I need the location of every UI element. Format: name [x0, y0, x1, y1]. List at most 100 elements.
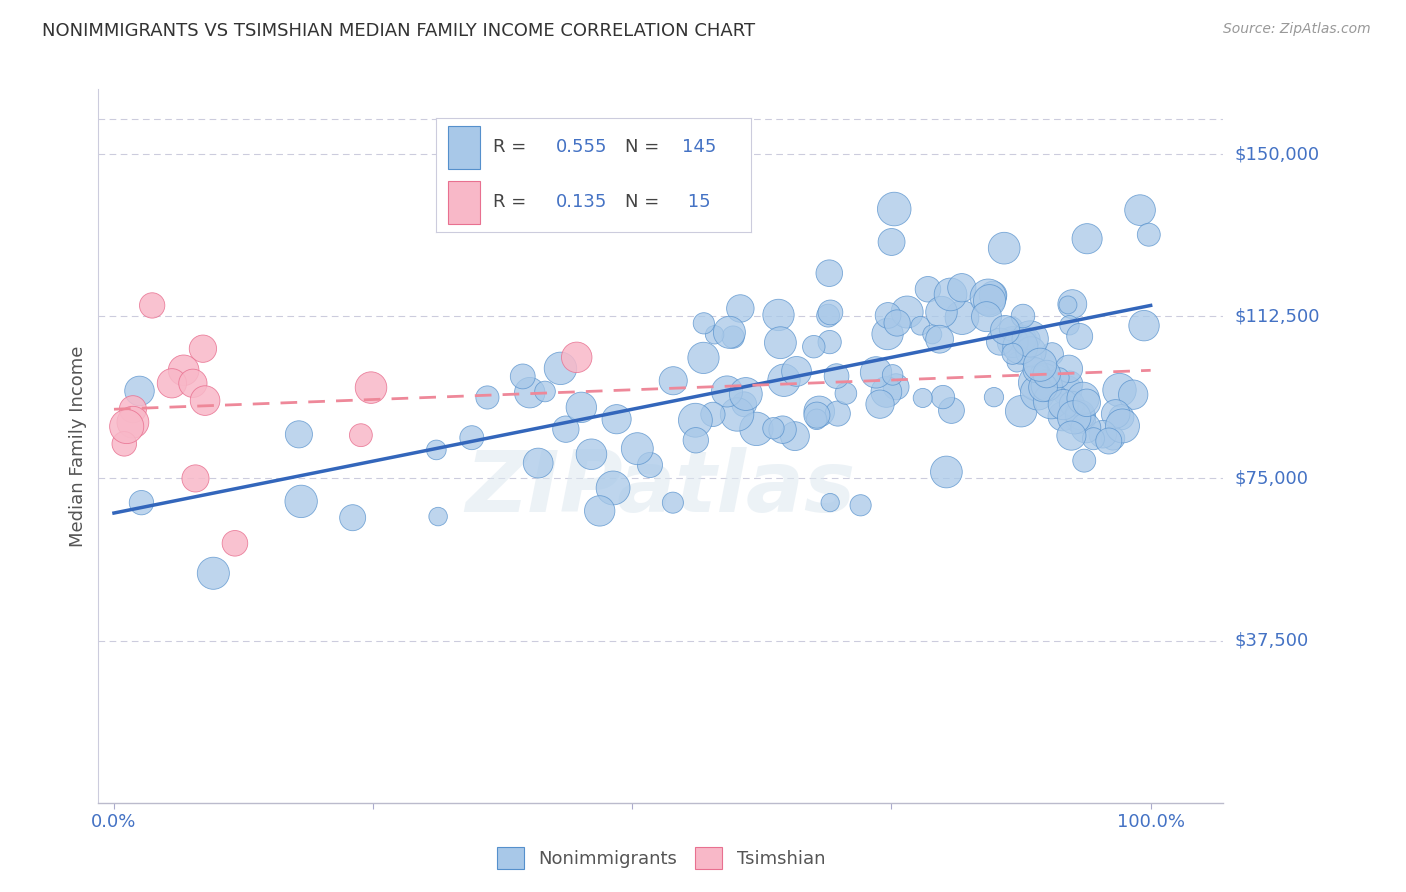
Point [1056, 384, 1078, 398]
Point [1029, 358, 1052, 372]
Point [1010, 339, 1032, 353]
Point [877, 309, 900, 323]
Point [1111, 419, 1133, 434]
Point [886, 316, 908, 330]
Point [931, 305, 953, 319]
Text: R =: R = [492, 194, 531, 211]
Point [803, 340, 825, 354]
Point [141, 298, 163, 312]
Point [820, 305, 842, 319]
Legend: Nonimmigrants, Tsimshian: Nonimmigrants, Tsimshian [489, 839, 832, 876]
Point [884, 380, 907, 394]
Point [128, 384, 150, 398]
Y-axis label: Median Family Income: Median Family Income [69, 345, 87, 547]
Point [554, 422, 576, 436]
Point [849, 498, 872, 512]
Point [1012, 309, 1035, 323]
Point [768, 308, 790, 322]
Text: $112,500: $112,500 [1234, 307, 1320, 326]
Point [979, 293, 1001, 308]
Point [835, 386, 858, 401]
Point [527, 456, 550, 470]
Text: NONIMMIGRANTS VS TSIMSHIAN MEDIAN FAMILY INCOME CORRELATION CHART: NONIMMIGRANTS VS TSIMSHIAN MEDIAN FAMILY… [42, 22, 755, 40]
Point [1059, 376, 1081, 391]
Point [1029, 366, 1052, 380]
Point [1102, 431, 1125, 445]
Point [1011, 332, 1033, 346]
Point [1052, 409, 1074, 424]
Point [981, 288, 1004, 302]
Point [806, 408, 828, 422]
Point [734, 387, 756, 401]
Point [1069, 411, 1091, 425]
Point [827, 407, 849, 421]
Point [783, 429, 806, 443]
Point [1111, 410, 1133, 425]
Text: N =: N = [624, 194, 665, 211]
Point [606, 412, 628, 426]
Point [512, 369, 534, 384]
Point [1032, 380, 1054, 394]
Point [977, 290, 1000, 304]
Point [288, 427, 311, 442]
Bar [449, 126, 479, 169]
Point [917, 282, 939, 296]
Point [1063, 410, 1085, 425]
Point [818, 495, 841, 509]
Point [1104, 407, 1126, 421]
Point [883, 202, 905, 216]
Point [626, 442, 648, 456]
Point [360, 381, 382, 395]
Point [1122, 387, 1144, 401]
Point [1076, 232, 1098, 246]
Point [194, 393, 217, 408]
Point [1057, 361, 1080, 376]
Point [1060, 397, 1083, 411]
Point [685, 413, 707, 427]
Point [1019, 344, 1042, 359]
Point [1040, 394, 1063, 409]
Text: 145: 145 [682, 138, 716, 156]
Point [1047, 370, 1070, 384]
Point [1019, 332, 1042, 346]
Point [1024, 363, 1046, 377]
Point [427, 509, 450, 524]
Point [692, 351, 714, 365]
Point [911, 391, 934, 405]
Point [290, 494, 312, 508]
Point [721, 330, 744, 344]
Point [1083, 432, 1105, 446]
Point [224, 536, 246, 550]
Point [745, 422, 768, 436]
Point [202, 566, 225, 581]
Point [772, 423, 794, 437]
Point [786, 364, 808, 378]
Point [1137, 227, 1160, 242]
Point [350, 428, 373, 442]
Point [1076, 396, 1098, 410]
Point [1063, 403, 1085, 417]
Point [1129, 203, 1152, 218]
Point [725, 408, 748, 422]
Point [993, 241, 1015, 255]
Point [1010, 404, 1032, 418]
Point [1069, 329, 1091, 343]
Point [703, 327, 725, 342]
Point [1069, 408, 1091, 422]
Point [1005, 355, 1028, 369]
Point [662, 374, 685, 388]
Point [115, 419, 138, 434]
Point [921, 327, 943, 342]
Point [896, 305, 918, 319]
Point [1098, 434, 1121, 448]
Point [1060, 428, 1083, 442]
Point [1108, 383, 1130, 397]
Point [693, 316, 716, 330]
Point [716, 384, 738, 399]
Point [950, 310, 973, 325]
Point [808, 404, 831, 418]
Point [817, 309, 839, 323]
Point [1133, 318, 1156, 333]
Point [1001, 334, 1024, 349]
Text: 15: 15 [682, 194, 710, 211]
